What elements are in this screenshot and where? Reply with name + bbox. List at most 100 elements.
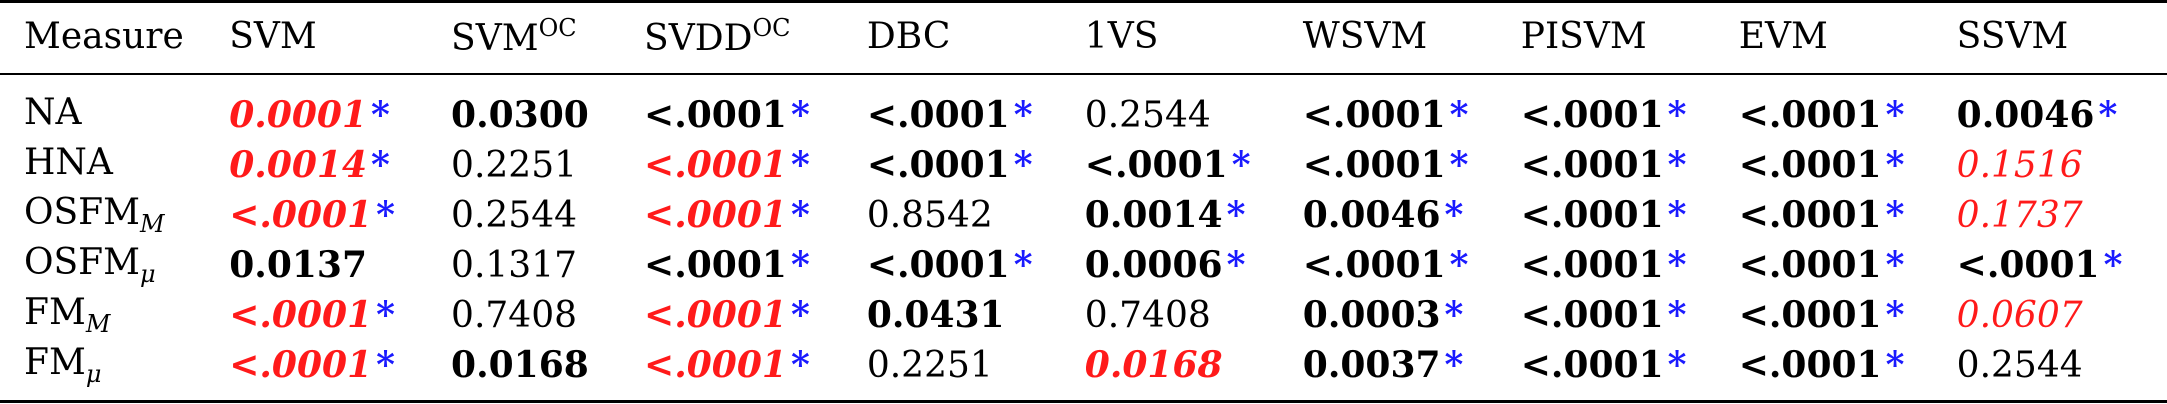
cell-value: <.0001 bbox=[644, 344, 787, 386]
cell-pisvm: <.0001 * bbox=[1521, 240, 1739, 290]
cell-wsvm: <.0001 * bbox=[1303, 140, 1521, 190]
cell-value: <.0001 bbox=[866, 94, 1010, 136]
cell-value: 0.0014 bbox=[229, 144, 368, 186]
cell-value: 0.0300 bbox=[451, 94, 589, 136]
cell-wsvm: <.0001 * bbox=[1303, 72, 1521, 140]
significance-star: * bbox=[376, 344, 395, 386]
row-label-sub: M bbox=[85, 310, 111, 338]
cell-1vs: 0.0014 * bbox=[1085, 190, 1303, 240]
cell-1vs: 0.0006 * bbox=[1085, 240, 1303, 290]
row-label: FMμ bbox=[0, 340, 229, 390]
cell-value: <.0001 bbox=[866, 144, 1010, 186]
cell-1vs: 0.0168 bbox=[1085, 340, 1303, 390]
significance-star: * bbox=[1667, 194, 1687, 236]
cell-value: <.0001 bbox=[1302, 94, 1446, 136]
cell-value: <.0001 bbox=[1738, 194, 1882, 236]
row-label-base: OSFM bbox=[24, 192, 141, 233]
header-svm-oc-base: SVM bbox=[451, 17, 539, 59]
cell-value: <.0001 bbox=[644, 94, 787, 136]
cell-value: <.0001 bbox=[866, 244, 1010, 286]
results-table: Measure SVM SVMOC SVDDOC DBC 1VS WSVM PI… bbox=[0, 0, 2167, 390]
cell-value: <.0001 bbox=[229, 194, 373, 236]
header-svdd-oc: SVDDOC bbox=[644, 0, 867, 72]
cell-value: <.0001 bbox=[229, 294, 373, 336]
significance-star: * bbox=[1667, 94, 1687, 136]
cell-svm: <.0001 * bbox=[229, 190, 451, 240]
cell-svm-oc: 0.0168 bbox=[451, 340, 644, 390]
significance-star: * bbox=[1013, 244, 1033, 286]
cell-svdd-oc: <.0001 * bbox=[644, 72, 867, 140]
significance-star: * bbox=[1667, 144, 1687, 186]
cell-dbc: <.0001 * bbox=[867, 240, 1085, 290]
significance-star: * bbox=[1226, 194, 1246, 236]
cell-value: <.0001 bbox=[1738, 144, 1882, 186]
row-label: NA bbox=[0, 72, 229, 140]
header-pisvm: PISVM bbox=[1520, 15, 1647, 57]
cell-value: <.0001 bbox=[1302, 244, 1446, 286]
cell-pisvm: <.0001 * bbox=[1521, 140, 1739, 190]
significance-star: * bbox=[1013, 144, 1033, 186]
row-label-sub: μ bbox=[140, 260, 156, 288]
cell-value: <.0001 bbox=[1302, 144, 1446, 186]
cell-value: 0.0137 bbox=[229, 244, 368, 286]
row-label: OSFMM bbox=[0, 190, 229, 240]
table-top-rule bbox=[0, 0, 2167, 3]
cell-value: <.0001 bbox=[1738, 344, 1882, 386]
header-svm-oc-sup: OC bbox=[538, 13, 577, 42]
row-label: OSFMμ bbox=[0, 240, 229, 290]
header-wsvm: WSVM bbox=[1302, 15, 1428, 57]
table-row: OSFMM <.0001 * 0.2544 <.0001 * 0.8542 0.00… bbox=[0, 190, 2167, 240]
header-evm: EVM bbox=[1738, 15, 1828, 57]
significance-star: * bbox=[1885, 344, 1905, 386]
cell-1vs: <.0001 * bbox=[1085, 140, 1303, 190]
row-label: FMM bbox=[0, 290, 229, 340]
cell-value: 0.0168 bbox=[1084, 344, 1223, 386]
cell-wsvm: 0.0046 * bbox=[1303, 190, 1521, 240]
row-label: HNA bbox=[0, 140, 229, 190]
cell-ssvm: 0.1516 bbox=[1957, 140, 2167, 190]
cell-evm: <.0001 * bbox=[1739, 72, 1957, 140]
cell-value: <.0001 bbox=[1520, 94, 1664, 136]
cell-svm-oc: 0.0300 bbox=[451, 72, 644, 140]
cell-value: <.0001 bbox=[644, 244, 787, 286]
cell-svm: <.0001 * bbox=[229, 340, 451, 390]
cell-value: <.0001 bbox=[1520, 294, 1664, 336]
significance-star: * bbox=[1449, 244, 1469, 286]
cell-svdd-oc: <.0001 * bbox=[644, 190, 867, 240]
significance-star: * bbox=[790, 94, 810, 136]
cell-svdd-oc: <.0001 * bbox=[644, 140, 867, 190]
significance-star: * bbox=[1449, 144, 1469, 186]
table-bottom-rule bbox=[0, 400, 2167, 403]
cell-svdd-oc: <.0001 * bbox=[644, 240, 867, 290]
cell-value: 0.8542 bbox=[866, 194, 993, 236]
cell-evm: <.0001 * bbox=[1739, 290, 1957, 340]
table-header-row: Measure SVM SVMOC SVDDOC DBC 1VS WSVM PI… bbox=[0, 0, 2167, 72]
header-svdd-oc-sup: OC bbox=[752, 13, 791, 42]
cell-value: <.0001 bbox=[1738, 294, 1882, 336]
significance-star: * bbox=[1231, 144, 1251, 186]
cell-value: 0.0037 bbox=[1302, 344, 1441, 386]
cell-value: 0.1737 bbox=[1956, 194, 2083, 236]
row-label-base: FM bbox=[24, 292, 86, 333]
significance-star: * bbox=[371, 94, 390, 136]
significance-star: * bbox=[1667, 294, 1687, 336]
cell-svm-oc: 0.7408 bbox=[451, 290, 644, 340]
cell-value: 0.0431 bbox=[866, 294, 1005, 336]
significance-star: * bbox=[2103, 244, 2123, 286]
header-ssvm: SSVM bbox=[1956, 15, 2069, 57]
significance-star: * bbox=[1885, 294, 1905, 336]
cell-dbc: <.0001 * bbox=[867, 140, 1085, 190]
cell-dbc: 0.0431 bbox=[867, 290, 1085, 340]
cell-svdd-oc: <.0001 * bbox=[644, 340, 867, 390]
cell-ssvm: 0.2544 bbox=[1957, 340, 2167, 390]
significance-star: * bbox=[1226, 244, 1246, 286]
cell-wsvm: 0.0003 * bbox=[1303, 290, 1521, 340]
cell-value: 0.0003 bbox=[1302, 294, 1441, 336]
significance-star: * bbox=[1444, 194, 1464, 236]
cell-evm: <.0001 * bbox=[1739, 340, 1957, 390]
table-row: FMM <.0001 * 0.7408 <.0001 * 0.0431 0.7408… bbox=[0, 290, 2167, 340]
cell-value: 0.0006 bbox=[1084, 244, 1223, 286]
significance-star: * bbox=[790, 344, 810, 386]
row-label-sub: μ bbox=[85, 360, 102, 388]
